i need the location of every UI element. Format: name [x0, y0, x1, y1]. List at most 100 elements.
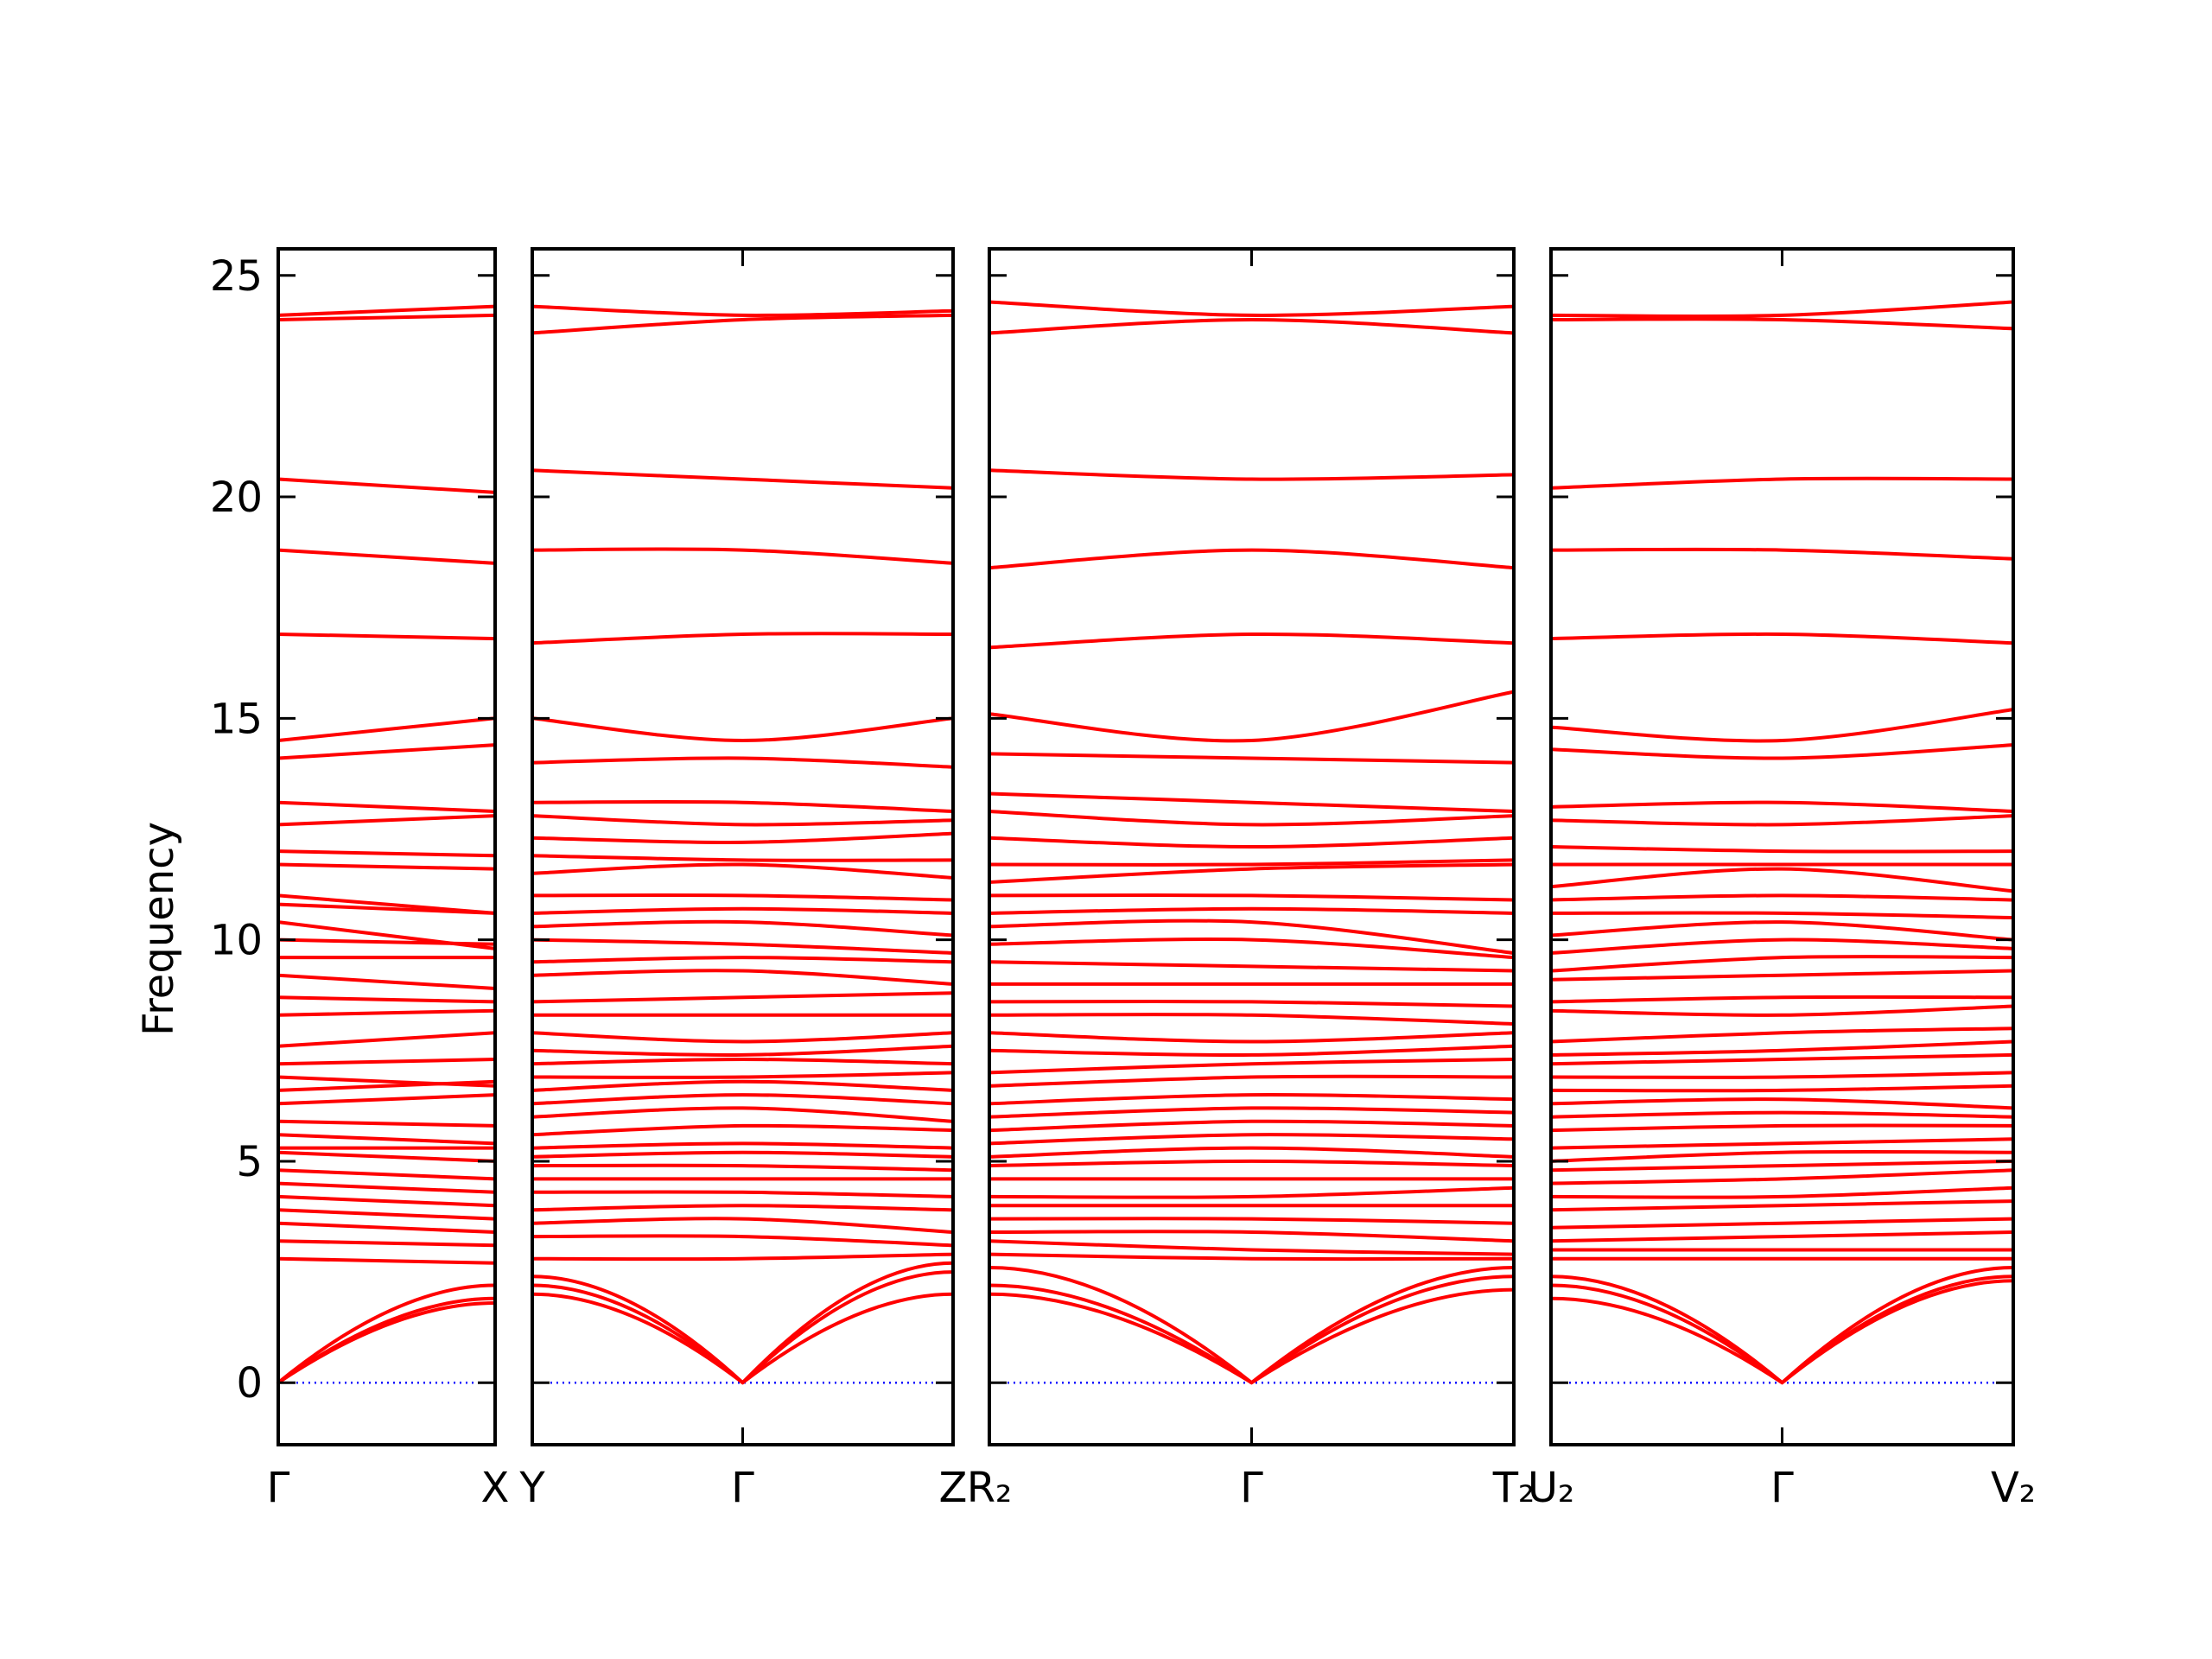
phonon-band — [531, 1234, 955, 1248]
phonon-band — [276, 1119, 497, 1128]
phonon-band — [276, 862, 497, 871]
y-tick-label: 25 — [210, 252, 263, 301]
phonon-band — [531, 304, 955, 317]
phonon-band — [276, 1150, 497, 1163]
x-tick-label: X — [481, 1464, 510, 1512]
phonon-band — [276, 902, 497, 915]
phonon-band — [1549, 1110, 2015, 1119]
phonon-band — [1549, 1168, 2015, 1185]
panel-frame — [531, 247, 955, 1446]
phonon-band — [276, 1075, 497, 1088]
phonon-band — [531, 1252, 955, 1262]
phonon-band — [531, 862, 955, 880]
y-tick-label: 0 — [236, 1359, 263, 1408]
phonon-band — [276, 849, 497, 858]
phonon-band — [988, 1000, 1516, 1008]
phonon-band — [1549, 300, 2015, 319]
phonon-band — [988, 938, 1516, 960]
phonon-band — [1549, 1149, 2015, 1163]
phonon-band — [531, 991, 955, 1004]
phonon-band — [988, 1044, 1516, 1057]
phonon-band — [531, 893, 955, 902]
phonon-band — [276, 1168, 497, 1181]
phonon-band — [1549, 1199, 2015, 1212]
phonon-band — [531, 632, 955, 645]
phonon-band — [531, 468, 955, 490]
phonon-band — [276, 477, 497, 494]
phonon-band — [276, 632, 497, 641]
y-axis-label: Frequency — [135, 822, 183, 1036]
phonon-band — [276, 1079, 497, 1092]
x-tick-label: Γ — [731, 1464, 754, 1512]
phonon-band — [276, 1093, 497, 1106]
phonon-band — [1549, 1027, 2015, 1044]
phonon-band — [1549, 920, 2015, 942]
phonon-band — [988, 1266, 1516, 1385]
x-tick-label: Y — [518, 1464, 545, 1512]
band-panel: R₂ Γ T₂ — [967, 247, 1535, 1512]
phonon-band — [988, 1031, 1516, 1044]
phonon-band — [988, 318, 1516, 335]
phonon-band — [531, 1071, 955, 1079]
phonon-band — [276, 1194, 497, 1208]
phonon-band — [531, 1141, 955, 1150]
x-tick-label: T₂ — [1492, 1464, 1535, 1512]
phonon-band — [276, 1301, 497, 1385]
phonon-band — [276, 995, 497, 1004]
phonon-band — [276, 1008, 497, 1017]
phonon-band — [988, 862, 1516, 884]
phonon-band — [531, 1261, 955, 1385]
phonon-band — [276, 1221, 497, 1234]
phonon-band — [1549, 995, 2015, 1004]
phonon-band — [988, 836, 1516, 849]
phonon-band — [988, 960, 1516, 973]
phonon-band — [988, 1093, 1516, 1106]
phonon-band — [531, 756, 955, 769]
phonon-band — [531, 1150, 955, 1159]
phonon-band — [988, 632, 1516, 650]
phonon-band — [531, 1163, 955, 1173]
phonon-band — [988, 1106, 1516, 1119]
phonon-band — [1549, 1217, 2015, 1230]
phonon-band — [1549, 1071, 2015, 1079]
phonon-band — [988, 906, 1516, 915]
phonon-band — [988, 1217, 1516, 1225]
phonon-band — [531, 1079, 955, 1092]
phonon-band — [1549, 1052, 2015, 1066]
phonon-band — [1549, 476, 2015, 490]
phonon-band — [988, 1274, 1516, 1385]
phonon-band — [1549, 1097, 2015, 1110]
phonon-band — [276, 1133, 497, 1146]
phonon-band — [1549, 547, 2015, 561]
phonon-band — [1549, 845, 2015, 854]
phonon-band — [1549, 1266, 2015, 1385]
phonon-band — [1549, 969, 2015, 982]
phonon-band — [1549, 1084, 2015, 1093]
phonon-band — [1549, 814, 2015, 827]
phonon-band — [531, 1190, 955, 1198]
phonon-band — [988, 791, 1516, 813]
phonon-band — [1549, 1004, 2015, 1017]
phonon-band — [276, 920, 497, 950]
phonon-band — [1549, 954, 2015, 973]
band-panel: U₂ Γ V₂ — [1528, 247, 2036, 1512]
phonon-band — [276, 1058, 497, 1066]
phonon-band — [276, 973, 497, 990]
phonon-band — [1549, 708, 2015, 743]
phonon-band — [531, 1106, 955, 1123]
phonon-band — [988, 468, 1516, 481]
phonon-band — [276, 1181, 497, 1194]
phonon-band — [276, 938, 497, 946]
phonon-band — [1549, 911, 2015, 919]
phonon-band — [1549, 867, 2015, 893]
phonon-band — [276, 814, 497, 827]
phonon-band — [1549, 1230, 2015, 1243]
phonon-band — [531, 313, 955, 335]
band-panel: Γ X 0 5 10 15 20 25 — [210, 247, 510, 1512]
phonon-band — [1549, 893, 2015, 902]
phonon-band — [1549, 317, 2015, 331]
phonon-band — [988, 858, 1516, 867]
x-tick-label: Γ — [1240, 1464, 1263, 1512]
phonon-band — [276, 1239, 497, 1248]
x-tick-label: U₂ — [1528, 1464, 1574, 1512]
